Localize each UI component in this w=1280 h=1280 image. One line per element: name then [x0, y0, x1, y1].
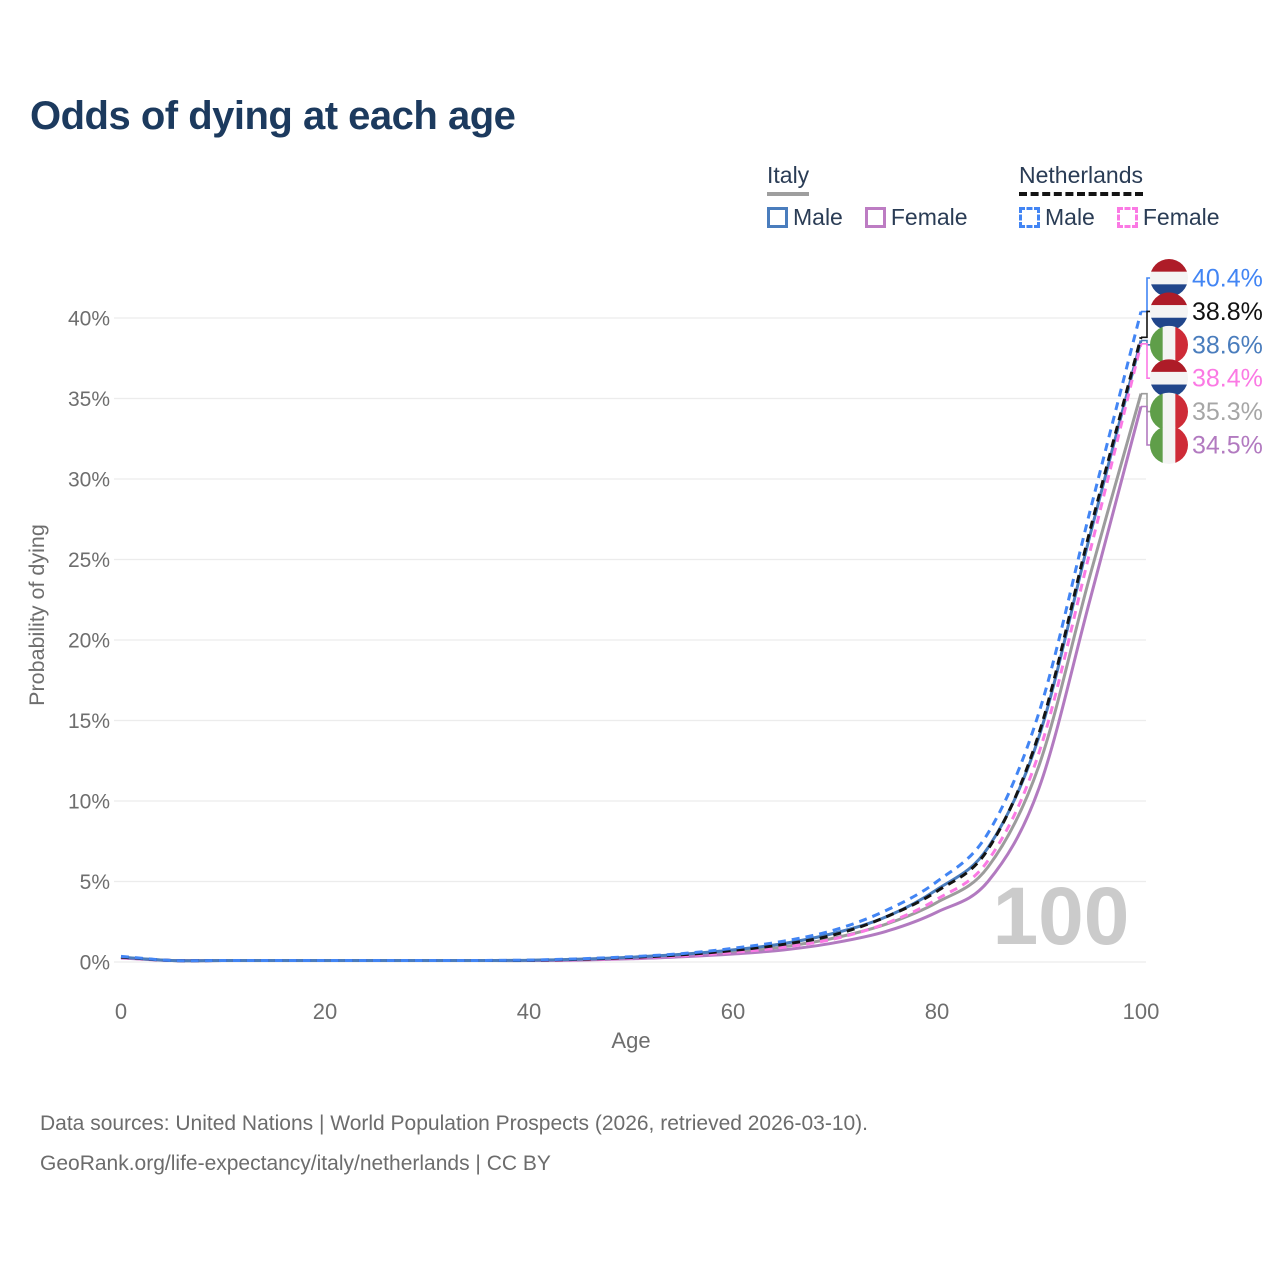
netherlands-flag-icon: [1150, 292, 1188, 331]
y-tick-label: 5%: [80, 871, 110, 894]
y-tick-label: 40%: [68, 308, 110, 331]
end-value-label-netherlands-male: 40.4%: [1192, 265, 1263, 293]
netherlands-flag-icon: [1150, 359, 1188, 398]
x-tick-label: 60: [721, 999, 745, 1024]
end-value-label-netherlands-both: 38.8%: [1192, 298, 1263, 326]
age-watermark: 100: [993, 871, 1130, 962]
page-title: Odds of dying at each age: [30, 94, 516, 138]
legend-item-label: Male: [793, 204, 843, 230]
x-tick-label: 20: [313, 999, 337, 1024]
italy-flag-icon: [1150, 426, 1188, 464]
legend-item-netherlands-female[interactable]: Female: [1116, 204, 1220, 231]
legend-item-italy-male[interactable]: Male: [767, 204, 843, 231]
netherlands-flag-icon: [1150, 259, 1188, 297]
italy-flag-icon: [1150, 325, 1188, 364]
italy-female-swatch-icon: [864, 207, 886, 228]
y-tick-label: 30%: [68, 469, 110, 492]
italy-male-swatch-icon: [767, 207, 788, 228]
legend-group-italy: Italy Male Female: [767, 162, 968, 231]
legend-item-label: Male: [1045, 204, 1095, 230]
footer-line-2: GeoRank.org/life-expectancy/italy/nether…: [40, 1152, 551, 1175]
x-tick-label: 40: [517, 999, 541, 1024]
x-axis-label: Age: [611, 1028, 650, 1053]
y-tick-label: 35%: [68, 388, 110, 411]
y-tick-label: 10%: [68, 791, 110, 814]
legend-item-label: Female: [1142, 204, 1220, 230]
y-axis-label: Probability of dying: [25, 524, 49, 706]
legend-title-italy: Italy: [767, 162, 810, 196]
netherlands-female-swatch-icon: [1116, 207, 1138, 228]
footer-line-1: Data sources: United Nations | World Pop…: [40, 1112, 869, 1135]
end-value-label-netherlands-female: 38.4%: [1192, 365, 1263, 393]
series-line-italy-female: [120, 406, 1143, 963]
x-tick-label: 0: [115, 999, 127, 1024]
legend-title-netherlands: Netherlands: [1019, 162, 1144, 196]
label-connector-netherlands-female: [1141, 343, 1151, 379]
legend-item-italy-female[interactable]: Female: [864, 204, 968, 231]
end-value-label-italy-both: 35.3%: [1192, 398, 1263, 426]
legend-group-netherlands: Netherlands Male Female: [1019, 162, 1220, 231]
y-tick-label: 25%: [68, 549, 110, 572]
x-tick-label: 100: [1123, 999, 1160, 1024]
label-connector-italy-both: [1141, 392, 1151, 413]
x-tick-label: 80: [925, 999, 949, 1024]
series-line-netherlands-male: [120, 311, 1143, 963]
data-sources-footer: Data sources: United Nations | World Pop…: [40, 1104, 868, 1184]
y-tick-label: 20%: [68, 630, 110, 653]
label-connector-italy-male: [1141, 339, 1151, 346]
end-value-label-italy-male: 38.6%: [1192, 331, 1263, 359]
label-connector-netherlands-male: [1141, 277, 1151, 313]
label-connector-netherlands-both: [1141, 310, 1151, 339]
line-chart-canvas: 0% 5% 10% 15% 20% 25% 30% 35% 40% 0 20 40 60 80 100 Age…: [25, 259, 1263, 1053]
italy-flag-icon: [1150, 392, 1188, 431]
y-tick-label: 0%: [80, 952, 110, 975]
legend-item-label: Female: [890, 204, 968, 230]
y-tick-label: 15%: [68, 710, 110, 733]
netherlands-male-swatch-icon: [1019, 207, 1040, 228]
legend-item-netherlands-male[interactable]: Male: [1019, 204, 1095, 231]
label-connector-italy-female: [1141, 405, 1151, 446]
end-value-label-italy-female: 34.5%: [1192, 432, 1263, 460]
